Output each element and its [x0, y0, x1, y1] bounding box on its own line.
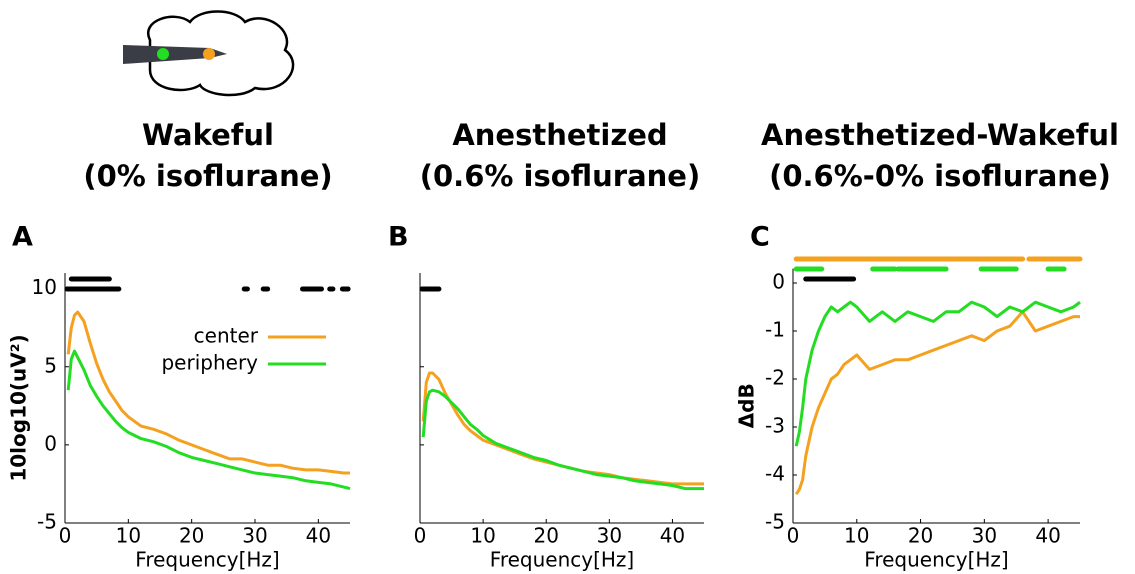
x-axis-label: Frequency[Hz] [135, 548, 279, 572]
x-axis-label: Frequency[Hz] [864, 548, 1008, 572]
title: Wakeful [142, 118, 274, 152]
x-tick-label: 20 [908, 524, 933, 548]
x-axis-label: Frequency[Hz] [490, 548, 634, 572]
y-tick-label: 5 [44, 353, 57, 377]
y-tick-label: -2 [765, 366, 785, 390]
y-tick-label: 0 [772, 270, 785, 294]
electrode [123, 45, 227, 64]
y-tick-label: -4 [765, 462, 785, 486]
x-tick-label: 10 [116, 524, 141, 548]
y-tick-label: -5 [765, 510, 785, 534]
periphery-site [157, 48, 169, 60]
x-tick-label: 0 [59, 524, 72, 548]
panel-label: C [750, 222, 770, 253]
legend-label: periphery [161, 351, 258, 375]
subtitle: (0% isoflurane) [83, 159, 332, 193]
x-tick-label: 0 [414, 524, 427, 548]
y-tick-label: -3 [765, 414, 785, 438]
title: Anesthetized-Wakeful [761, 118, 1119, 152]
subtitle: (0.6%-0% isoflurane) [769, 159, 1111, 193]
series-line [421, 388, 704, 491]
x-tick-label: 10 [844, 524, 869, 548]
brain-outline [147, 10, 295, 97]
y-axis-label: ΔdB [735, 383, 759, 428]
y-tick-label: -1 [765, 318, 785, 342]
y-tick-label: 10 [32, 275, 57, 299]
x-tick-label: 40 [1035, 524, 1060, 548]
brain-schematic [123, 10, 295, 97]
series-line [66, 349, 351, 491]
x-tick-label: 20 [179, 524, 204, 548]
series-line [66, 310, 350, 475]
legend-label: center [194, 324, 259, 348]
series-line [794, 300, 1081, 447]
y-tick-label: -5 [37, 510, 57, 534]
series-line [794, 310, 1080, 496]
center-site [203, 48, 215, 60]
x-tick-label: 30 [597, 524, 622, 548]
title: Anesthetized [452, 118, 667, 152]
x-tick-label: 30 [242, 524, 267, 548]
subtitle: (0.6% isoflurane) [420, 159, 700, 193]
panel-label: A [12, 222, 33, 253]
x-tick-label: 40 [306, 524, 331, 548]
panel-label: B [388, 222, 409, 253]
x-tick-label: 40 [660, 524, 685, 548]
x-tick-label: 10 [470, 524, 495, 548]
x-tick-label: 0 [787, 524, 800, 548]
y-axis-label: 10log10(uV²) [7, 334, 31, 481]
x-tick-label: 20 [533, 524, 558, 548]
x-tick-label: 30 [972, 524, 997, 548]
y-tick-label: 0 [44, 431, 57, 455]
